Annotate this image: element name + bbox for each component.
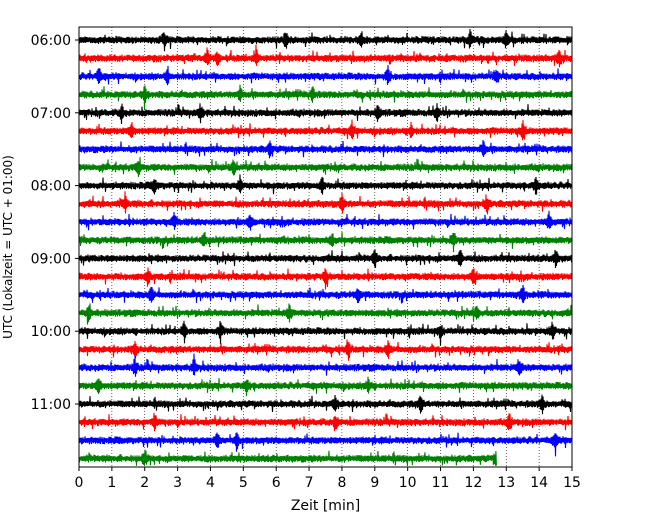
- x-tick-label: 10: [399, 475, 417, 491]
- x-tick-label: 2: [140, 475, 149, 491]
- x-tick-label: 7: [305, 475, 314, 491]
- traces: [78, 29, 573, 467]
- trace-0815: [78, 191, 573, 215]
- y-axis: 06:00 07:00 08:00 09:00 10:00 11:00: [31, 33, 79, 413]
- y-axis-title: UTC (Lokalzeit = UTC + 01:00): [1, 155, 15, 339]
- trace-0745: [78, 157, 573, 178]
- trace-1100: [78, 394, 573, 415]
- trace-0930: [78, 284, 573, 304]
- trace-0830: [78, 210, 573, 231]
- x-tick-label: 8: [337, 475, 346, 491]
- trace-0630: [78, 65, 573, 86]
- x-tick-label: 0: [75, 475, 84, 491]
- x-tick-label: 14: [530, 475, 548, 491]
- trace-0945: [78, 303, 573, 325]
- trace-0715: [78, 119, 573, 141]
- x-tick-label: 11: [432, 475, 450, 491]
- x-tick-label: 15: [563, 475, 581, 491]
- trace-0645: [78, 84, 573, 111]
- trace-1000: [78, 320, 573, 346]
- x-tick-label: 13: [497, 475, 515, 491]
- x-tick-label: 1: [107, 475, 116, 491]
- x-axis-title: Zeit [min]: [291, 498, 360, 514]
- trace-0900: [78, 249, 573, 269]
- x-tick-label: 6: [272, 475, 281, 491]
- y-tick-label: 07:00: [31, 106, 71, 122]
- y-tick-label: 09:00: [31, 251, 71, 267]
- trace-1115: [78, 412, 573, 432]
- trace-0600: [78, 29, 573, 52]
- trace-1045: [78, 376, 573, 397]
- x-axis: 0 1 2 3 4 5 6 7 8 9 10 11 12 13 14 15: [75, 467, 581, 491]
- trace-1015: [78, 339, 573, 361]
- x-tick-label: 9: [370, 475, 379, 491]
- trace-1145: [78, 449, 497, 467]
- grid: [111, 27, 540, 467]
- trace-0730: [78, 140, 573, 159]
- trace-0915: [78, 267, 573, 290]
- x-tick-label: 3: [173, 475, 182, 491]
- trace-0615: [78, 44, 573, 68]
- x-tick-label: 4: [206, 475, 215, 491]
- x-tick-label: 12: [464, 475, 482, 491]
- x-tick-label: 5: [239, 475, 248, 491]
- y-tick-label: 11:00: [31, 397, 71, 413]
- trace-0845: [78, 231, 573, 253]
- y-tick-label: 08:00: [31, 179, 71, 195]
- trace-0700: [78, 103, 573, 124]
- y-tick-label: 10:00: [31, 324, 71, 340]
- trace-1130: [78, 432, 573, 457]
- y-tick-label: 06:00: [31, 33, 71, 49]
- trace-0800: [78, 174, 573, 195]
- trace-1030: [78, 353, 573, 377]
- plot-frame: [78, 26, 573, 468]
